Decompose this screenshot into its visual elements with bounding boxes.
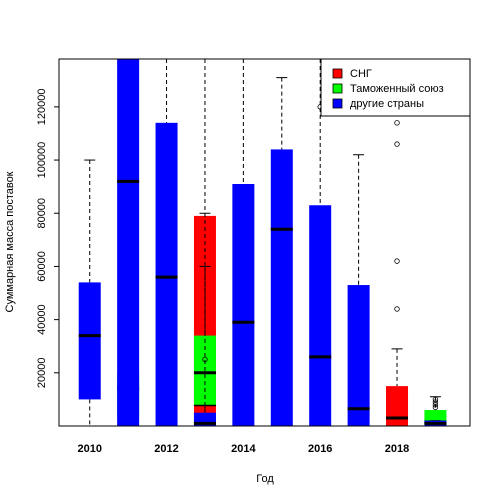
box-rect: [232, 183, 255, 426]
y-tick-label: 40000: [36, 304, 48, 335]
outlier-point: [394, 141, 400, 147]
legend: СНГ Таможенный союз другие страны: [320, 58, 471, 117]
box-rect: [424, 410, 447, 424]
x-tick-label: 2014: [231, 443, 256, 455]
box-rect: [78, 282, 101, 400]
box-rect: [270, 149, 293, 426]
legend-label: СНГ: [350, 68, 372, 80]
box-2-2017: [347, 154, 370, 426]
y-tick-label: 100000: [36, 142, 48, 179]
box-rect: [117, 59, 140, 426]
y-tick-label: 120000: [36, 89, 48, 126]
legend-swatch: [332, 98, 343, 109]
box-2-2019: [424, 420, 447, 426]
box-2-2012: [155, 58, 178, 427]
box-2-2013: [193, 58, 216, 426]
legend-swatch: [332, 83, 343, 94]
box-2-2015: [270, 77, 293, 426]
plot-frame: [58, 58, 471, 427]
outlier-point: [394, 258, 400, 264]
axes-layer: 20000 40000 60000 80000 100000 120000 2010 2012…: [36, 58, 471, 455]
outlier-point: [432, 402, 439, 408]
box-2-2010: [78, 159, 101, 426]
x-tick-label: 2018: [385, 443, 409, 455]
legend-swatch: [332, 68, 343, 79]
x-axis-title: Год: [256, 473, 274, 485]
y-axis-title: Суммарная масса поставок: [4, 171, 16, 312]
y-tick-label: 20000: [36, 358, 48, 389]
outlier-point: [432, 396, 439, 403]
outlier-point: [394, 120, 400, 126]
box-rect: [386, 386, 409, 426]
boxes-layer: [78, 58, 447, 427]
box-rect: [347, 285, 370, 426]
legend-box: [320, 58, 471, 117]
box-2-2016: [309, 58, 332, 426]
box-2-2014: [232, 58, 255, 426]
outlier-point: [432, 399, 439, 405]
x-tick-label: 2010: [77, 443, 101, 455]
x-tick-label: 2016: [308, 443, 332, 455]
box-rect: [309, 205, 332, 426]
box-rect: [155, 122, 178, 427]
legend-label: Таможенный союз: [350, 83, 444, 95]
y-tick-label: 60000: [36, 251, 48, 282]
box-2-2011: [117, 58, 140, 426]
y-tick-label: 80000: [36, 198, 48, 229]
box-0-2018: [386, 120, 409, 426]
legend-label: другие страны: [350, 98, 424, 110]
x-tick-label: 2012: [154, 443, 178, 455]
outlier-point: [432, 404, 439, 411]
outlier-point: [394, 306, 400, 312]
